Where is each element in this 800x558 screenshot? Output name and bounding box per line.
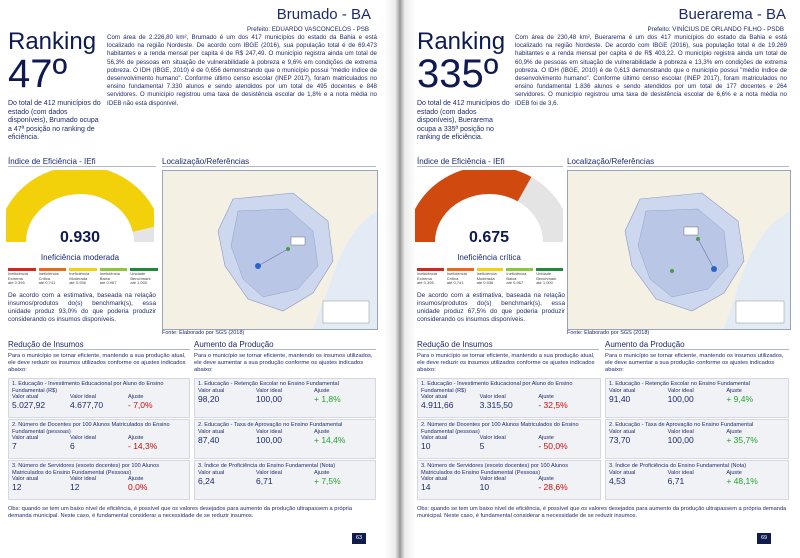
aumento-title: Aumento da Produção bbox=[605, 340, 789, 350]
map-svg bbox=[568, 171, 790, 329]
aumento-description: Para o município se tornar eficiente, ma… bbox=[194, 353, 373, 374]
city-title: Brumado - BA bbox=[276, 6, 371, 23]
right-page: Buerarema - BA Prefeito: VINÍCIUS DE ORL… bbox=[415, 0, 800, 558]
legend-swatch bbox=[446, 268, 474, 271]
gauge-chart bbox=[415, 170, 563, 243]
map-svg bbox=[163, 171, 377, 329]
city-marker bbox=[255, 263, 261, 269]
aumento-title: Aumento da Produção bbox=[194, 340, 376, 350]
map-source: Fonte: Elaborado por SGS (2018) bbox=[567, 330, 650, 336]
benchmark-marker bbox=[696, 237, 700, 241]
reducao-description: Para o município se tornar eficiente, ma… bbox=[417, 353, 595, 374]
insumo-card: 2. Número de Docentes por 100 Alunos Mat… bbox=[8, 419, 190, 459]
legend-swatch bbox=[130, 268, 158, 271]
gauge-label: Ineficiência moderada bbox=[40, 253, 120, 262]
legend-benchmark: Unidade Benchmark até 1,000 bbox=[130, 268, 158, 286]
legend-swatch bbox=[69, 268, 97, 271]
municipality-description: Com área de 230,48 km², Buerarema é um d… bbox=[515, 34, 787, 107]
observation-note: Obs: quando se tem um baixo nível de efi… bbox=[8, 506, 352, 519]
benchmark-marker bbox=[670, 269, 674, 273]
insumo-card: 3. Número de Servidores (exceto docentes… bbox=[8, 460, 190, 500]
efficiency-gauge bbox=[415, 170, 563, 250]
efficiency-gauge bbox=[6, 170, 154, 250]
legend-extrema: Ineficiência Extrema até 0,395 bbox=[417, 268, 444, 286]
gauge-label: Ineficiência crítica bbox=[457, 253, 521, 262]
gauge-chart bbox=[6, 170, 154, 243]
legend-extrema: Ineficiência Extrema até 0,395 bbox=[8, 268, 36, 286]
ranking-title: Ranking bbox=[8, 28, 97, 55]
reducao-title: Redução de Insumos bbox=[8, 340, 190, 350]
ranking-title: Ranking bbox=[417, 28, 506, 55]
gauge-legend: Ineficiência Extrema até 0,395 Ineficiênc… bbox=[417, 268, 563, 286]
gauge-value: 0.675 bbox=[468, 229, 510, 246]
city-marker bbox=[711, 266, 717, 272]
gauge-fill bbox=[415, 170, 532, 243]
left-page: Brumado - BA Prefeito: EDUARDO VASCONCEL… bbox=[0, 0, 385, 558]
legend-swatch bbox=[506, 268, 534, 271]
legend-critica: Ineficiência Crítica até 0,741 bbox=[38, 268, 67, 286]
map-section-title: Localização/Referências bbox=[162, 157, 376, 167]
map-legend-box bbox=[322, 300, 370, 324]
map-section-title: Localização/Referências bbox=[567, 157, 789, 167]
efficiency-section-title: Índice de Eficiência - IEfi bbox=[417, 157, 563, 167]
prefeito: Prefeito: VINÍCIUS DE ORLANDO FILHO - PS… bbox=[647, 26, 785, 33]
map-source: Fonte: Elaborado por SGS (2018) bbox=[162, 330, 245, 336]
gauge-fill bbox=[6, 170, 154, 243]
aumento-description: Para o município se tornar eficiente, ma… bbox=[605, 353, 784, 374]
legend-baixa: Ineficiência Baixa até 0,967 bbox=[506, 268, 534, 286]
insumo-card: 2. Número de Docentes por 100 Alunos Mat… bbox=[417, 419, 601, 459]
produto-card: 3. Índice de Proficiência do Ensino Fund… bbox=[605, 460, 789, 500]
book-spine bbox=[384, 0, 416, 558]
legend-moderada: Ineficiência Moderada até 0,936 bbox=[69, 268, 97, 286]
legend-swatch bbox=[417, 268, 444, 271]
legend-swatch bbox=[38, 268, 67, 271]
insumo-card: 3. Número de Servidores (exceto docentes… bbox=[417, 460, 601, 500]
ranking-description: Do total de 412 municípios do estado (co… bbox=[417, 100, 510, 142]
legend-moderada: Ineficiência Moderada até 0,936 bbox=[476, 268, 504, 286]
reducao-title: Redução de Insumos bbox=[417, 340, 599, 350]
observation-note: Obs: quando se tem um baixo nível de efi… bbox=[417, 506, 787, 519]
map-legend-box bbox=[735, 300, 785, 324]
location-map bbox=[567, 170, 791, 330]
gauge-legend: Ineficiência Extrema até 0,395 Ineficiênc… bbox=[8, 268, 158, 286]
insumo-card: 1. Educação - Investimento Educacional p… bbox=[8, 378, 190, 418]
legend-critica: Ineficiência Crítica até 0,741 bbox=[446, 268, 474, 286]
prefeito: Prefeito: EDUARDO VASCONCELOS - PSB bbox=[247, 26, 369, 33]
municipality-description: Com área de 2.226,80 km², Brumado é um d… bbox=[107, 34, 377, 107]
ranking-value: 47º bbox=[8, 52, 68, 96]
insumo-card: 1. Educação - Investimento Educacional p… bbox=[417, 378, 601, 418]
legend-benchmark: Unidade Benchmark até 1,000 bbox=[536, 268, 563, 286]
efficiency-section-title: Índice de Eficiência - IEfi bbox=[8, 157, 156, 167]
legend-swatch bbox=[476, 268, 504, 271]
benchmark-marker bbox=[286, 247, 290, 251]
efficiency-description: De acordo com a estimativa, baseada na r… bbox=[8, 292, 156, 323]
produto-card: 3. Índice de Proficiência do Ensino Fund… bbox=[194, 460, 376, 500]
produto-card: 1. Educação - Retenção Escolar no Ensino… bbox=[194, 378, 376, 418]
legend-swatch bbox=[99, 268, 128, 271]
legend-swatch bbox=[8, 268, 36, 271]
efficiency-description: De acordo com a estimativa, baseada na r… bbox=[417, 292, 565, 323]
ranking-value: 335º bbox=[417, 52, 499, 96]
page-number: 69 bbox=[757, 533, 771, 544]
ranking-description: Do total de 412 municípios do estado (co… bbox=[8, 100, 101, 142]
city-title: Buerarema - BA bbox=[678, 6, 786, 23]
produto-card: 2. Educação - Taxa de Aprovação no Ensin… bbox=[605, 419, 789, 459]
gauge-value: 0.930 bbox=[59, 229, 101, 246]
reducao-description: Para o município se tornar eficiente, ma… bbox=[8, 353, 186, 374]
produto-card: 2. Educação - Taxa de Aprovação no Ensin… bbox=[194, 419, 376, 459]
legend-swatch bbox=[536, 268, 563, 271]
legend-baixa: Ineficiência Baixa até 0,967 bbox=[99, 268, 128, 286]
produto-card: 1. Educação - Retenção Escolar no Ensino… bbox=[605, 378, 789, 418]
page-number: 63 bbox=[352, 533, 366, 544]
location-map bbox=[162, 170, 378, 330]
